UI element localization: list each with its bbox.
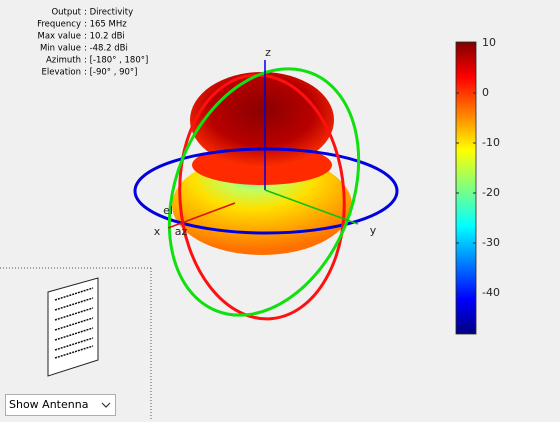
info-label: Min value [40, 44, 81, 54]
info-value: : [-180° , 180°] [84, 56, 148, 66]
elevation-ring-y [167, 67, 361, 317]
info-label: Elevation [42, 68, 81, 78]
x-axis [167, 202, 236, 229]
info-value: : -48.2 dBi [84, 44, 128, 54]
info-label: Azimuth [46, 56, 81, 66]
colorbar: 10 0 -10 -20 -30 -40 [455, 36, 500, 335]
pattern-3d [133, 60, 399, 321]
colorbar-tick-label: -10 [482, 136, 500, 149]
dropdown-text: Show Antenna [9, 398, 89, 411]
colorbar-gradient [455, 41, 477, 335]
axes-labels: z y x az el [154, 46, 377, 238]
antenna-panel [0, 267, 152, 420]
info-value: : Directivity [84, 8, 133, 18]
axis-label: az [175, 225, 188, 238]
colorbar-tick-label: 0 [482, 86, 489, 99]
colorbar-tick-label: -30 [482, 236, 500, 249]
colorbar-tick-label: 10 [482, 36, 496, 49]
info-value: : 10.2 dBi [84, 32, 125, 42]
info-label: Output [51, 8, 81, 18]
info-value: : 165 MHz [84, 20, 127, 30]
antenna-elements [54, 287, 94, 359]
axis-label: y [370, 224, 377, 237]
info-label: Frequency [37, 20, 81, 30]
colorbar-tick-label: -20 [482, 186, 500, 199]
axis-label: x [154, 225, 161, 238]
dropdown-arrow [96, 395, 115, 415]
axis-label: z [265, 46, 271, 59]
axis-label: el [163, 204, 173, 217]
antenna-plate [47, 277, 99, 377]
azimuth-ring [133, 147, 399, 235]
colorbar-tick-label: -40 [482, 286, 500, 299]
info-label: Max value [38, 32, 82, 42]
info-value: : [-90° , 90°] [84, 68, 138, 78]
elevation-ring [178, 73, 346, 321]
y-axis [264, 189, 359, 225]
antenna-dropdown[interactable]: Show Antenna [5, 394, 116, 416]
